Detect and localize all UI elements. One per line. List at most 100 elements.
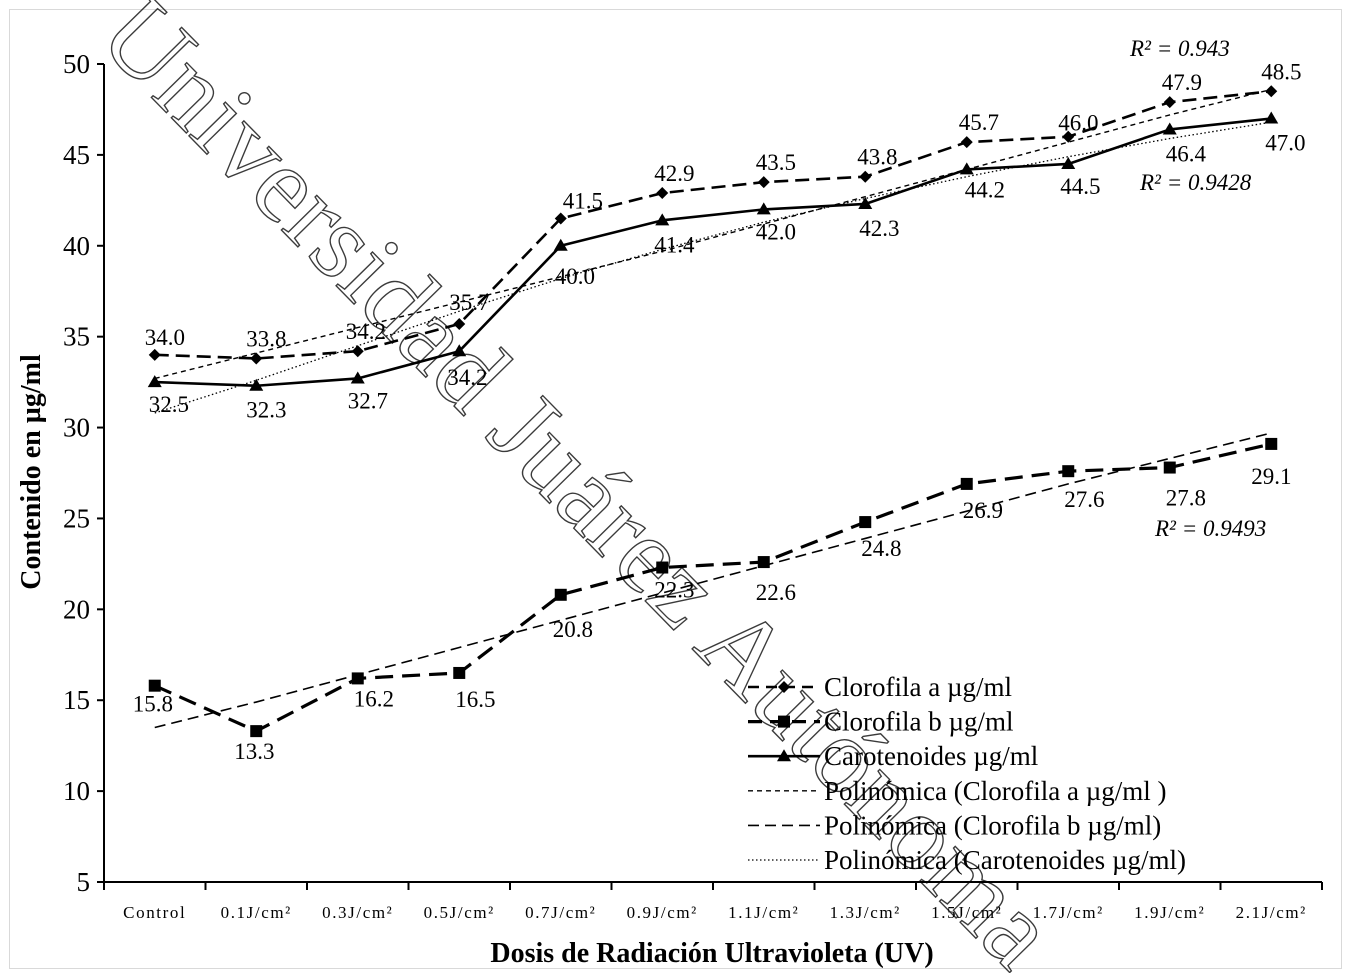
data-label: 47.0 bbox=[1265, 131, 1305, 156]
x-tick-label: 0.9J/cm² bbox=[627, 903, 698, 922]
data-label: 20.8 bbox=[553, 617, 593, 642]
r-squared-annotations: R² = 0.943 R² = 0.9493 R² = 0.9428 bbox=[1129, 36, 1266, 541]
trendline bbox=[154, 432, 1272, 729]
triangle-marker bbox=[655, 213, 670, 226]
square-marker bbox=[148, 679, 161, 692]
data-label: 44.5 bbox=[1060, 174, 1100, 199]
x-tick-label: 1.3J/cm² bbox=[830, 903, 901, 922]
y-tick-label: 40 bbox=[63, 231, 90, 261]
data-label: 27.8 bbox=[1166, 486, 1206, 511]
data-label: 13.3 bbox=[234, 739, 274, 764]
diamond-marker bbox=[778, 681, 790, 693]
y-tick-label: 5 bbox=[77, 867, 91, 897]
triangle-marker bbox=[249, 378, 264, 391]
x-tick-label: 1.5J/cm² bbox=[931, 903, 1002, 922]
data-series bbox=[147, 85, 1279, 738]
triangle-marker bbox=[350, 371, 365, 384]
legend-label: Polinómica (Carotenoides µg/ml) bbox=[824, 845, 1186, 875]
x-tick-label: 0.1J/cm² bbox=[221, 903, 292, 922]
square-marker bbox=[1265, 437, 1278, 450]
diamond-marker bbox=[148, 348, 161, 361]
r-squared-label: R² = 0.943 bbox=[1129, 36, 1230, 61]
data-label: 34.0 bbox=[145, 325, 185, 350]
data-label: 34.2 bbox=[447, 365, 487, 390]
diamond-marker bbox=[1163, 96, 1176, 109]
data-label: 42.9 bbox=[654, 161, 694, 186]
diamond-marker bbox=[453, 317, 466, 330]
data-label: 42.3 bbox=[859, 216, 899, 241]
legend-label: Polinómica (Clorofila a µg/ml ) bbox=[824, 776, 1167, 806]
x-tick-label: 0.5J/cm² bbox=[424, 903, 495, 922]
data-label: 32.5 bbox=[149, 392, 189, 417]
trendlines bbox=[154, 88, 1272, 729]
x-tick-label: 0.3J/cm² bbox=[322, 903, 393, 922]
diamond-marker bbox=[960, 136, 973, 149]
triangle-marker bbox=[1162, 122, 1177, 135]
trendline bbox=[154, 88, 1272, 380]
x-tick-label: 1.7J/cm² bbox=[1033, 903, 1104, 922]
data-label: 16.2 bbox=[354, 686, 394, 711]
series-line bbox=[154, 89, 1272, 360]
data-label: 15.8 bbox=[133, 692, 173, 717]
square-marker bbox=[250, 725, 263, 738]
x-tick-label: Control bbox=[123, 903, 186, 922]
data-label: 43.5 bbox=[756, 150, 796, 175]
data-label: 48.5 bbox=[1261, 59, 1301, 84]
diamond-marker bbox=[1265, 85, 1278, 98]
chart-frame bbox=[9, 9, 1342, 969]
data-label: 40.0 bbox=[555, 264, 595, 289]
diamond-marker bbox=[250, 352, 263, 365]
diamond-marker bbox=[757, 176, 770, 189]
legend-label: Clorofila a µg/ml bbox=[824, 672, 1012, 702]
y-tick-label: 50 bbox=[63, 49, 90, 79]
x-tick-label: 1.1J/cm² bbox=[728, 903, 799, 922]
r-squared-label: R² = 0.9493 bbox=[1154, 516, 1266, 541]
data-label: 16.5 bbox=[455, 687, 495, 712]
data-label: 22.6 bbox=[756, 580, 796, 605]
x-axis-title: Dosis de Radiación Ultravioleta (UV) bbox=[490, 938, 933, 969]
data-label: 24.8 bbox=[861, 536, 901, 561]
diamond-marker bbox=[554, 212, 567, 225]
y-tick-label: 35 bbox=[63, 322, 90, 352]
square-marker bbox=[351, 672, 364, 685]
square-marker bbox=[1062, 465, 1075, 478]
data-label: 35.7 bbox=[449, 290, 489, 315]
data-label: 22.3 bbox=[654, 578, 694, 603]
data-label: 34.2 bbox=[346, 319, 386, 344]
diamond-marker bbox=[1062, 130, 1075, 143]
data-label: 27.6 bbox=[1064, 487, 1104, 512]
triangle-marker bbox=[756, 202, 771, 215]
square-marker bbox=[656, 561, 669, 574]
legend-label: Carotenoides µg/ml bbox=[824, 741, 1038, 771]
legend: Clorofila a µg/ml Clorofila b µg/ml Carote… bbox=[748, 672, 1186, 875]
square-marker bbox=[757, 556, 770, 569]
axes: 5 10 15 20 25 30 35 40 45 50 Control 0.1J/cm² 0.3J/c… bbox=[63, 49, 1323, 922]
data-label: 45.7 bbox=[959, 110, 999, 135]
y-tick-label: 20 bbox=[63, 594, 90, 624]
diamond-marker bbox=[351, 345, 364, 358]
y-tick-label: 10 bbox=[63, 776, 90, 806]
diamond-marker bbox=[859, 170, 872, 183]
triangle-marker bbox=[1264, 111, 1279, 124]
square-marker bbox=[859, 516, 872, 529]
triangle-marker bbox=[553, 238, 568, 251]
triangle-marker bbox=[777, 749, 791, 762]
series-line bbox=[154, 442, 1272, 733]
data-label: 46.0 bbox=[1058, 111, 1098, 136]
data-label: 26.9 bbox=[963, 498, 1003, 523]
diamond-marker bbox=[656, 187, 669, 200]
square-marker bbox=[554, 588, 567, 601]
data-label: 29.1 bbox=[1251, 464, 1291, 489]
data-label: 32.7 bbox=[348, 388, 388, 413]
data-label: 42.0 bbox=[756, 219, 796, 244]
square-marker bbox=[778, 715, 790, 728]
legend-label: Polinómica (Clorofila b µg/ml) bbox=[824, 810, 1161, 840]
data-label: 47.9 bbox=[1162, 70, 1202, 95]
data-label: 32.3 bbox=[246, 398, 286, 423]
data-label: 44.2 bbox=[965, 177, 1005, 202]
legend-label: Clorofila b µg/ml bbox=[824, 707, 1014, 737]
triangle-marker bbox=[959, 162, 974, 175]
square-marker bbox=[960, 477, 973, 490]
y-tick-label: 45 bbox=[63, 140, 90, 170]
